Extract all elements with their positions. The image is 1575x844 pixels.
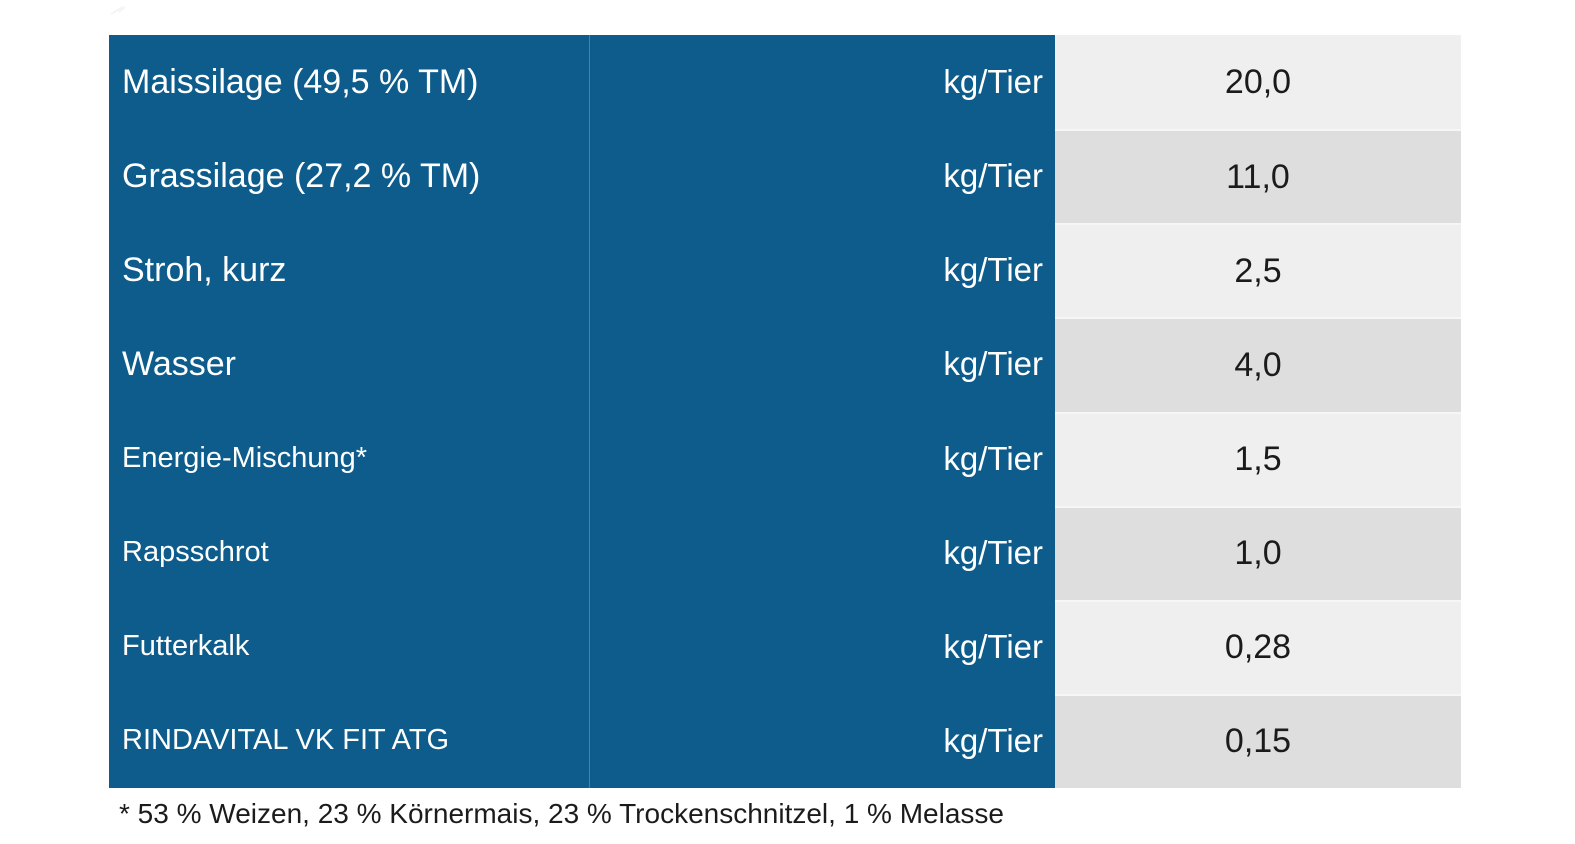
table-row: Wasser kg/Tier 4,0 bbox=[109, 317, 1461, 412]
unit-cell: kg/Tier bbox=[590, 505, 1055, 600]
feed-ration-table: Maissilage (49,5 % TM) kg/Tier 20,0 Gras… bbox=[109, 35, 1461, 788]
table-row: Maissilage (49,5 % TM) kg/Tier 20,0 bbox=[109, 35, 1461, 130]
ingredient-cell: Futterkalk bbox=[109, 599, 590, 694]
unit-label: kg/Tier bbox=[943, 251, 1043, 289]
ingredient-label: Stroh, kurz bbox=[122, 250, 287, 289]
amount-value: 1,0 bbox=[1234, 534, 1282, 573]
table-row: Energie-Mischung* kg/Tier 1,5 bbox=[109, 411, 1461, 506]
amount-value: 0,28 bbox=[1224, 628, 1292, 667]
unit-cell: kg/Tier bbox=[590, 223, 1055, 318]
ingredient-label: Maissilage (49,5 % TM) bbox=[122, 62, 479, 101]
amount-value: 1,5 bbox=[1234, 440, 1282, 479]
amount-cell: 2,5 bbox=[1055, 223, 1461, 318]
ingredient-cell: Stroh, kurz bbox=[109, 223, 590, 318]
unit-label: kg/Tier bbox=[943, 439, 1043, 477]
ingredient-cell: RINDAVITAL VK FIT ATG bbox=[109, 693, 590, 788]
footnote-text: * 53 % Weizen, 23 % Körnermais, 23 % Tro… bbox=[119, 798, 1004, 829]
unit-label: kg/Tier bbox=[943, 63, 1043, 101]
amount-cell: 1,5 bbox=[1055, 411, 1461, 506]
ingredient-label: RINDAVITAL VK FIT ATG bbox=[122, 724, 450, 757]
unit-label: kg/Tier bbox=[943, 533, 1043, 571]
amount-cell: 0,15 bbox=[1055, 693, 1461, 788]
unit-cell: kg/Tier bbox=[590, 317, 1055, 412]
amount-cell: 0,28 bbox=[1055, 599, 1461, 694]
ingredient-label: Futterkalk bbox=[122, 630, 250, 663]
amount-value: 11,0 bbox=[1226, 157, 1290, 196]
ingredient-cell: Maissilage (49,5 % TM) bbox=[109, 35, 590, 130]
unit-label: kg/Tier bbox=[943, 157, 1043, 195]
amount-cell: 1,0 bbox=[1055, 505, 1461, 600]
unit-cell: kg/Tier bbox=[590, 599, 1055, 694]
ingredient-cell: Grassilage (27,2 % TM) bbox=[109, 129, 590, 224]
amount-value: 20,0 bbox=[1224, 62, 1292, 101]
ingredient-label: Wasser bbox=[122, 344, 236, 383]
ingredient-label: Rapsschrot bbox=[122, 536, 269, 569]
amount-cell: 11,0 bbox=[1055, 129, 1461, 224]
ingredient-cell: Energie-Mischung* bbox=[109, 411, 590, 506]
amount-value: 0,15 bbox=[1224, 722, 1292, 761]
unit-label: kg/Tier bbox=[943, 345, 1043, 383]
ingredient-cell: Wasser bbox=[109, 317, 590, 412]
unit-label: kg/Tier bbox=[943, 627, 1043, 665]
unit-label: kg/Tier bbox=[943, 721, 1043, 759]
ingredient-label: Grassilage (27,2 % TM) bbox=[122, 156, 481, 195]
ingredient-cell: Rapsschrot bbox=[109, 505, 590, 600]
unit-cell: kg/Tier bbox=[590, 693, 1055, 788]
amount-value: 2,5 bbox=[1234, 251, 1282, 290]
unit-cell: kg/Tier bbox=[590, 35, 1055, 130]
corner-smudge-icon bbox=[110, 5, 126, 15]
table-row: RINDAVITAL VK FIT ATG kg/Tier 0,15 bbox=[109, 693, 1461, 788]
ingredient-label: Energie-Mischung* bbox=[122, 442, 368, 475]
table-row: Grassilage (27,2 % TM) kg/Tier 11,0 bbox=[109, 129, 1461, 224]
unit-cell: kg/Tier bbox=[590, 129, 1055, 224]
table-row: Futterkalk kg/Tier 0,28 bbox=[109, 599, 1461, 694]
table-row: Stroh, kurz kg/Tier 2,5 bbox=[109, 223, 1461, 318]
amount-cell: 4,0 bbox=[1055, 317, 1461, 412]
table-row: Rapsschrot kg/Tier 1,0 bbox=[109, 505, 1461, 600]
unit-cell: kg/Tier bbox=[590, 411, 1055, 506]
amount-cell: 20,0 bbox=[1055, 35, 1461, 130]
amount-value: 4,0 bbox=[1234, 345, 1282, 384]
